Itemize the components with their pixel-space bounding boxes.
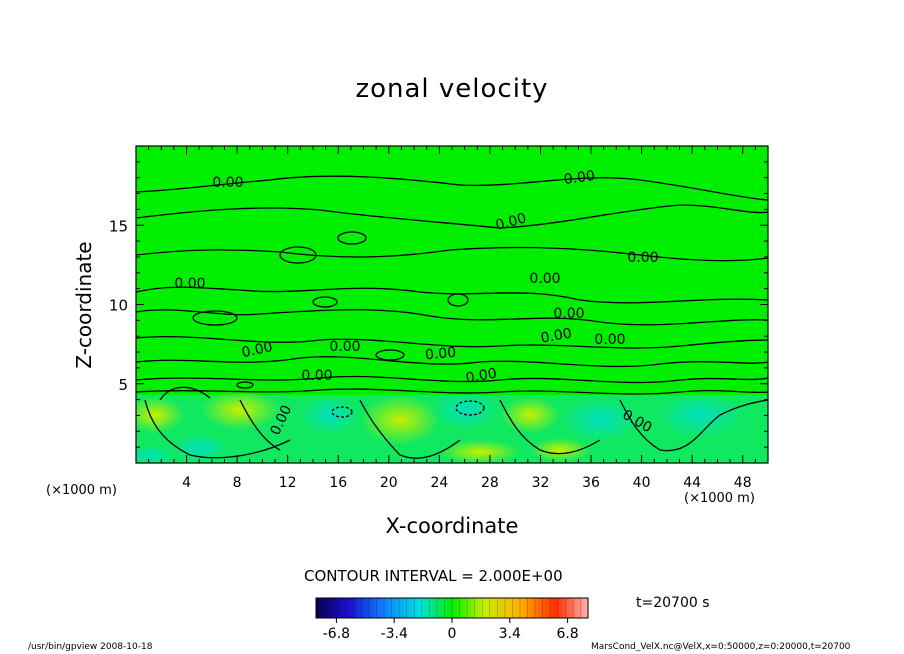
colorbar-tick-label: 3.4 [499, 626, 521, 642]
x-tick-label: 32 [532, 475, 550, 491]
y-axis-label: Z-coordinate [72, 241, 96, 369]
contour-label: 0.00 [553, 306, 584, 322]
contour-label: 0.00 [329, 339, 360, 355]
y-tick-label: 5 [118, 376, 128, 394]
colorbar-tick-label: -6.8 [323, 626, 350, 642]
x-tick-label: 24 [430, 475, 448, 491]
x-unit-label-right: (×1000 m) [684, 491, 755, 506]
contour-interval-label: CONTOUR INTERVAL = 2.000E+00 [304, 567, 563, 585]
contour-label: 0.00 [174, 276, 205, 292]
x-tick-label: 20 [380, 475, 398, 491]
contour-label: 0.00 [594, 332, 625, 348]
contour-lines [136, 175, 768, 459]
contour-label: 0.00 [465, 365, 498, 386]
time-label: t=20700 s [636, 595, 710, 611]
y-axis: 5 10 15 [109, 161, 768, 448]
contour-label: 0.00 [563, 168, 596, 188]
x-unit-label-left: (×1000 m) [46, 483, 117, 498]
x-axis-label: X-coordinate [385, 514, 519, 538]
colorbar-tick-label: -3.4 [381, 626, 408, 642]
x-tick-label: 16 [329, 475, 347, 491]
x-tick-label: 28 [481, 475, 499, 491]
x-tick-label: 8 [233, 475, 242, 491]
field-shading [136, 390, 768, 463]
colorbar-tick-label: 0 [448, 626, 457, 642]
x-tick-label: 48 [734, 475, 752, 491]
contour-label: 0.00 [212, 175, 243, 191]
contour-label: 0.00 [627, 250, 658, 266]
contour-label: 0.00 [424, 345, 456, 364]
x-axis: 4 8 12 16 20 24 28 32 36 40 44 48 [148, 146, 769, 491]
x-tick-label: 36 [582, 475, 600, 491]
footer-right: MarsCond_VelX.nc@VelX,x=0:50000,z=0:2000… [591, 642, 851, 652]
x-tick-label: 40 [633, 475, 651, 491]
y-tick-label: 15 [109, 217, 128, 235]
contour-label: 0.00 [494, 210, 528, 234]
x-tick-label: 12 [279, 475, 297, 491]
contour-label: 0.00 [540, 325, 573, 346]
colorbar-tick-label: 6.8 [556, 626, 578, 642]
x-tick-label: 44 [683, 475, 701, 491]
contour-label: 0.00 [529, 271, 560, 287]
colorbar-ticks: -6.8 -3.4 0 3.4 6.8 [323, 598, 581, 642]
y-tick-label: 10 [109, 297, 128, 315]
chart-title: zonal velocity [355, 74, 549, 104]
footer-left: /usr/bin/gpview 2008-10-18 [28, 642, 153, 652]
contour-label: 0.00 [240, 339, 274, 361]
contour-label: 0.00 [301, 368, 332, 384]
x-tick-label: 4 [182, 475, 191, 491]
